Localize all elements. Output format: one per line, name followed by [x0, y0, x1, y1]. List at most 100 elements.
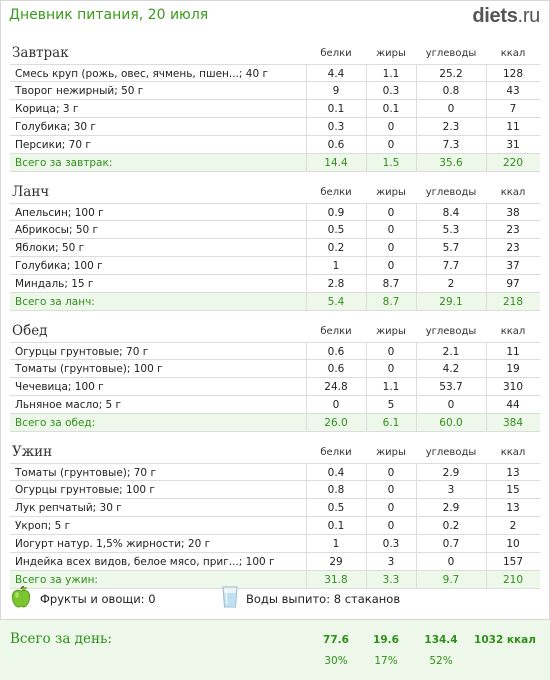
column-divider	[306, 204, 307, 220]
food-row[interactable]: Апельсин; 100 г 0.9 0 8.4 38	[10, 203, 540, 221]
column-divider	[486, 343, 487, 359]
column-divider	[486, 396, 487, 413]
column-header-protein: белки	[320, 447, 352, 458]
food-row[interactable]: Чечевица; 100 г 24.8 1.1 53.7 310	[10, 378, 540, 396]
column-divider	[366, 275, 367, 292]
column-divider	[366, 257, 367, 274]
food-name[interactable]: Чечевица; 100 г	[15, 381, 104, 393]
food-name[interactable]: Огурцы грунтовые; 100 г	[15, 484, 155, 496]
column-divider	[486, 257, 487, 274]
column-divider	[486, 275, 487, 292]
food-carbs: 0.7	[442, 538, 460, 550]
food-row[interactable]: Яблоки; 50 г 0.2 0 5.7 23	[10, 239, 540, 257]
column-divider	[416, 154, 417, 171]
food-row[interactable]: Огурцы грунтовые; 100 г 0.8 0 3 15	[10, 481, 540, 499]
food-name[interactable]: Корица; 3 г	[15, 103, 79, 115]
food-row[interactable]: Томаты (грунтовые); 100 г 0.6 0 4.2 19	[10, 360, 540, 378]
food-name[interactable]: Творог нежирный; 50 г	[15, 85, 144, 97]
food-row[interactable]: Персики; 70 г 0.6 0 7.3 31	[10, 136, 540, 154]
food-row[interactable]: Укроп; 5 г 0.1 0 0.2 2	[10, 517, 540, 535]
food-row[interactable]: Голубика; 30 г 0.3 0 2.3 11	[10, 118, 540, 136]
column-divider	[416, 118, 417, 135]
total-kcal: 210	[502, 574, 524, 586]
food-protein: 0.2	[327, 242, 345, 254]
food-name[interactable]: Персики; 70 г	[15, 139, 91, 151]
food-name[interactable]: Голубика; 30 г	[15, 121, 96, 133]
food-row[interactable]: Миндаль; 15 г 2.8 8.7 2 97	[10, 275, 540, 293]
column-divider	[306, 275, 307, 292]
food-row[interactable]: Абрикосы; 50 г 0.5 0 5.3 23	[10, 221, 540, 239]
total-fat: 8.7	[382, 296, 400, 308]
food-name[interactable]: Томаты (грунтовые); 100 г	[15, 363, 163, 375]
meal-section: Завтрак белки жиры углеводы ккал Смесь круп (…	[10, 42, 540, 181]
food-carbs: 5.7	[442, 242, 460, 254]
food-protein: 0.3	[327, 121, 345, 133]
food-kcal: 23	[506, 224, 520, 236]
column-divider	[366, 499, 367, 516]
food-row[interactable]: Томаты (грунтовые); 70 г 0.4 0 2.9 13	[10, 463, 540, 481]
day-total-label: Всего за день:	[10, 631, 112, 647]
food-name[interactable]: Индейка всех видов, белое мясо, приг...;…	[15, 556, 275, 568]
food-name[interactable]: Йогурт натур. 1,5% жирности; 20 г	[15, 538, 211, 550]
food-name[interactable]: Абрикосы; 50 г	[15, 224, 99, 236]
food-fat: 5	[387, 399, 395, 411]
header: Дневник питания, 20 июля diets.ru	[9, 5, 540, 29]
food-name[interactable]: Апельсин; 100 г	[15, 207, 104, 219]
diets-logo[interactable]: diets.ru	[472, 5, 540, 28]
food-name[interactable]: Голубика; 100 г	[15, 260, 103, 272]
column-divider	[366, 136, 367, 153]
food-name[interactable]: Томаты (грунтовые); 70 г	[15, 467, 156, 479]
meal-name: Ланч	[12, 184, 50, 200]
food-name[interactable]: Укроп; 5 г	[15, 520, 71, 532]
column-divider	[366, 517, 367, 534]
column-header-protein: белки	[320, 326, 352, 337]
food-name[interactable]: Лук репчатый; 30 г	[15, 502, 122, 514]
day-total-kcal: 1032 ккал	[474, 634, 536, 646]
food-name[interactable]: Яблоки; 50 г	[15, 242, 85, 254]
column-divider	[306, 221, 307, 238]
food-row[interactable]: Огурцы грунтовые; 70 г 0.6 0 2.1 11	[10, 342, 540, 360]
food-row[interactable]: Лук репчатый; 30 г 0.5 0 2.9 13	[10, 499, 540, 517]
meal-header: Ужин белки жиры углеводы ккал	[10, 441, 540, 463]
column-divider	[416, 464, 417, 480]
food-row[interactable]: Голубика; 100 г 1 0 7.7 37	[10, 257, 540, 275]
food-name[interactable]: Огурцы грунтовые; 70 г	[15, 346, 149, 358]
food-name[interactable]: Смесь круп (рожь, овес, ячмень, пшен...;…	[15, 68, 268, 80]
food-fat: 1.1	[382, 68, 400, 80]
column-divider	[306, 136, 307, 153]
food-protein: 2.8	[327, 278, 345, 290]
column-divider	[416, 136, 417, 153]
food-row[interactable]: Индейка всех видов, белое мясо, приг...;…	[10, 553, 540, 571]
column-divider	[306, 65, 307, 81]
column-divider	[416, 65, 417, 81]
meal-header: Обед белки жиры углеводы ккал	[10, 320, 540, 342]
food-row[interactable]: Корица; 3 г 0.1 0.1 0 7	[10, 100, 540, 118]
column-divider	[366, 571, 367, 588]
total-protein: 31.8	[324, 574, 348, 586]
column-header-carbs: углеводы	[425, 326, 477, 337]
column-divider	[306, 553, 307, 570]
meal-header: Ланч белки жиры углеводы ккал	[10, 181, 540, 203]
column-divider	[416, 100, 417, 117]
food-carbs: 5.3	[442, 224, 460, 236]
food-row[interactable]: Творог нежирный; 50 г 9 0.3 0.8 43	[10, 82, 540, 100]
column-divider	[416, 204, 417, 220]
column-header-carbs: углеводы	[425, 48, 477, 59]
food-row[interactable]: Льняное масло; 5 г 0 5 0 44	[10, 396, 540, 414]
meal-total-row: Всего за завтрак: 14.4 1.5 35.6 220	[10, 154, 540, 172]
food-carbs: 4.2	[442, 363, 460, 375]
column-divider	[366, 118, 367, 135]
food-protein: 0.6	[327, 139, 345, 151]
food-row[interactable]: Смесь круп (рожь, овес, ячмень, пшен...;…	[10, 64, 540, 82]
day-protein-percent: 30%	[324, 655, 348, 667]
food-fat: 0.1	[382, 103, 400, 115]
extras-bar: Фрукты и овощи: 0 Воды выпито: 8 стакано…	[10, 586, 540, 612]
column-divider	[306, 343, 307, 359]
food-row[interactable]: Йогурт натур. 1,5% жирности; 20 г 1 0.3 0.7…	[10, 535, 540, 553]
food-name[interactable]: Миндаль; 15 г	[15, 278, 94, 290]
column-header-fat: жиры	[376, 48, 406, 59]
food-name[interactable]: Льняное масло; 5 г	[15, 399, 122, 411]
food-kcal: 38	[506, 207, 520, 219]
total-protein: 26.0	[324, 417, 348, 429]
meal-total-row: Всего за ужин: 31.8 3.3 9.7 210	[10, 571, 540, 589]
